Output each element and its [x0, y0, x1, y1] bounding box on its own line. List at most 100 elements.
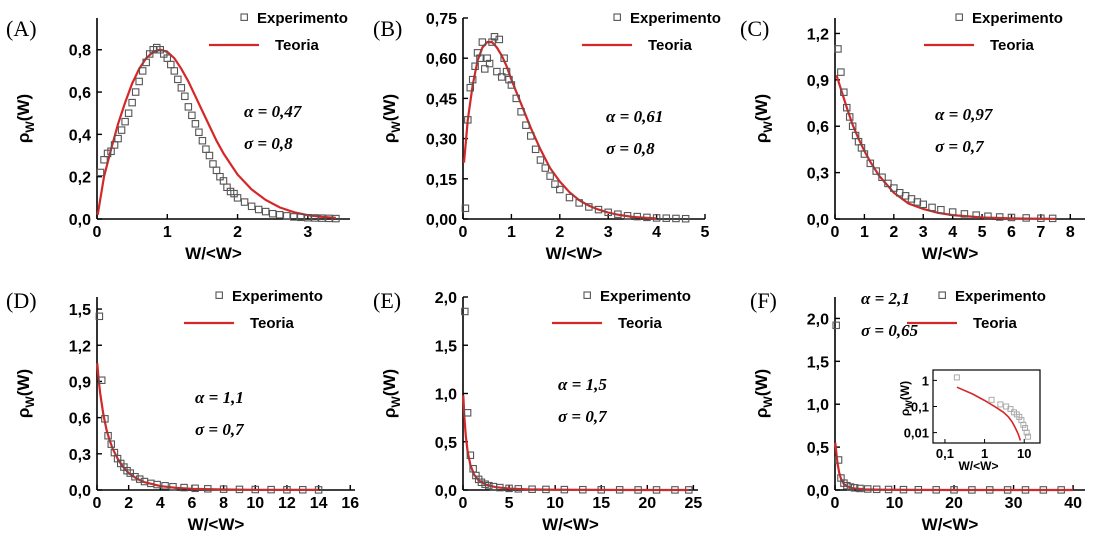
- theory-curve: [835, 74, 1056, 220]
- panel-letter: (D): [6, 288, 37, 313]
- experiment-point: [837, 68, 845, 76]
- experiment-point: [652, 214, 661, 222]
- experiment-point: [594, 205, 603, 214]
- experiment-point: [937, 205, 945, 214]
- experiment-point: [483, 54, 491, 62]
- experiment-point: [848, 122, 857, 130]
- experiment-point: [834, 45, 842, 53]
- experiment-point: [466, 83, 475, 92]
- experiment-point: [914, 485, 923, 494]
- experiment-point: [585, 203, 593, 211]
- experiment-point: [290, 213, 298, 221]
- x-tick-label: 10: [246, 495, 264, 512]
- inset-x-tick-label: 0,1: [936, 446, 954, 461]
- experiment-point: [863, 485, 872, 493]
- experiment-point: [476, 54, 484, 62]
- inset-experiment-point: [1025, 433, 1032, 440]
- x-tick-label: 2: [233, 224, 242, 241]
- experiment-point: [672, 214, 680, 223]
- y-tick-label: 0,4: [69, 127, 91, 144]
- experiment-point: [464, 116, 472, 124]
- alpha-parameter: α = 1,1: [195, 388, 244, 407]
- experiment-point: [235, 485, 244, 494]
- experiment-point: [304, 213, 312, 222]
- theory-curve: [462, 40, 657, 220]
- experiment-point: [299, 486, 307, 494]
- experiment-point: [180, 483, 188, 492]
- x-tick-label: 4: [948, 224, 957, 241]
- experiment-point: [968, 486, 976, 494]
- experiment-point: [135, 475, 144, 483]
- experiment-point: [174, 75, 182, 84]
- experiment-point: [551, 180, 559, 188]
- experiment-point: [671, 486, 679, 494]
- inset-chart: 0,1 1 100,010,11W/<W>ρW(W): [898, 369, 1041, 473]
- experiment-point: [528, 485, 536, 493]
- x-tick-label: 7: [1036, 224, 1045, 241]
- y-tick-label: 0,0: [69, 212, 91, 229]
- inset-experiment-point: [1007, 406, 1014, 413]
- experiment-point: [500, 54, 508, 62]
- theory-curve: [96, 48, 336, 219]
- y-tick-label: 0,75: [426, 11, 457, 28]
- experiment-point: [283, 486, 291, 494]
- alpha-parameter: α = 0,61: [606, 107, 663, 126]
- experiment-point: [184, 103, 193, 111]
- panel-letter: (E): [373, 288, 401, 313]
- alpha-parameter: α = 1,5: [558, 375, 607, 394]
- experiment-point: [984, 212, 992, 220]
- experiment-point: [188, 111, 196, 120]
- inset-y-axis-label: ρW(W): [898, 381, 914, 416]
- experiment-point: [884, 179, 892, 188]
- experiment-point: [135, 77, 143, 86]
- experiment-point: [297, 213, 305, 222]
- x-tick-label: 8: [1066, 224, 1075, 241]
- y-tick-label: 1,5: [435, 338, 457, 355]
- experiment-point: [153, 480, 161, 489]
- panel-letter: (B): [373, 16, 402, 41]
- legend-theory-label: Teoria: [648, 37, 693, 54]
- experiment-point: [497, 73, 506, 81]
- experiment-point: [512, 94, 520, 103]
- experiment-point: [685, 486, 693, 494]
- legend-theory-label: Teoria: [250, 315, 295, 332]
- experiment-point: [138, 67, 147, 75]
- y-tick-label: 0,9: [69, 374, 91, 391]
- experiment-point: [633, 212, 641, 221]
- experiment-point: [204, 485, 212, 493]
- experiment-point: [872, 167, 880, 175]
- x-tick-label: 16: [341, 495, 359, 512]
- y-tick-label: 0,6: [69, 85, 91, 102]
- legend-experiment-marker: [583, 291, 591, 299]
- experiment-point: [488, 38, 496, 46]
- inset-experiment-point: [988, 396, 995, 403]
- y-tick-label: 1,2: [807, 26, 829, 43]
- experiment-point: [832, 321, 840, 330]
- legend-experiment-label: Experimento: [232, 288, 323, 305]
- experiment-point: [261, 207, 270, 216]
- sigma-parameter: σ = 0,65: [861, 321, 919, 340]
- theory-curve: [834, 442, 1074, 492]
- x-tick-label: 10: [546, 495, 564, 512]
- experiment-point: [1021, 486, 1030, 494]
- experiment-point: [478, 38, 487, 46]
- experiment-point: [860, 150, 869, 158]
- chart-panel-f: 0 10 20 30 40 0,0 0,5 1,0 1,5 2,0 W/<W> ρW(W) (F) Exp…: [750, 288, 1085, 534]
- inset-experiment-point: [1023, 429, 1030, 436]
- experiment-point: [522, 121, 530, 129]
- y-tick-label: 0,0: [807, 483, 829, 500]
- experiment-point: [652, 486, 661, 494]
- x-tick-label: 3: [604, 224, 613, 241]
- experiment-point: [191, 484, 199, 493]
- experiment-point: [850, 484, 859, 492]
- x-tick-label: 20: [638, 495, 656, 512]
- experiment-point: [131, 88, 140, 96]
- x-tick-label: 6: [188, 495, 197, 512]
- alpha-parameter: α = 0,47: [244, 102, 303, 121]
- inset-x-axis-label: W/<W>: [958, 459, 998, 473]
- alpha-parameter: α = 2,1: [861, 289, 910, 308]
- experiment-point: [972, 211, 980, 219]
- x-tick-label: 0: [459, 495, 468, 512]
- experiment-point: [198, 136, 207, 145]
- experiment-point: [124, 109, 133, 117]
